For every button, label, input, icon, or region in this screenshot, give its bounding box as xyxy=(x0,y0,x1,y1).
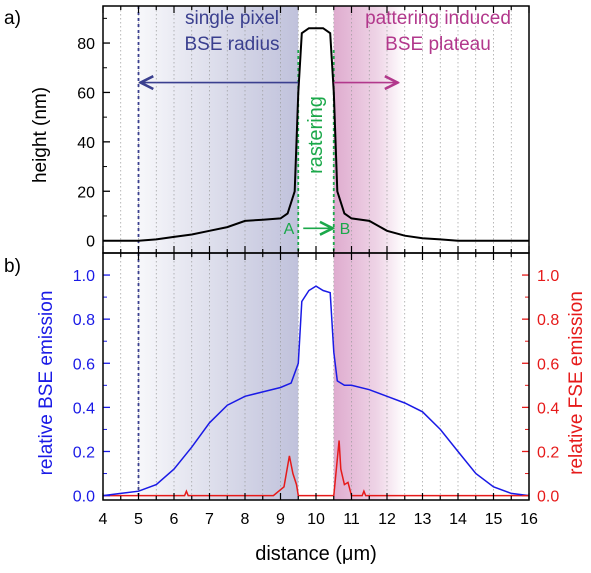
x-tick-label: 10 xyxy=(307,511,325,528)
x-tick-label: 7 xyxy=(205,511,214,528)
bse-radius-region-b xyxy=(138,253,299,500)
x-tick-label: 12 xyxy=(378,511,396,528)
height-profile-line xyxy=(103,27,529,242)
y-tick-label-left: 0.0 xyxy=(73,489,95,506)
y-tick-label-right: 0.4 xyxy=(537,400,559,417)
vertical-grid-b xyxy=(120,253,512,500)
rastering-label: rastering xyxy=(305,96,327,174)
vertical-grid xyxy=(120,6,512,253)
y-tick-label-right: 0.2 xyxy=(537,444,559,461)
y-axis-label-right: relative FSE emission xyxy=(566,291,587,475)
y-tick-label: 60 xyxy=(77,85,95,102)
y-tick-label-right: 0.6 xyxy=(537,356,559,373)
x-tick-label: 16 xyxy=(520,511,538,528)
left-region-label-1: single pixel xyxy=(185,8,279,29)
fse-emission-line xyxy=(103,440,529,497)
y-tick-label: 20 xyxy=(77,184,95,201)
x-axis-ticks-b: 4 5 6 7 8 9 10 11 12 13 14 15 16 xyxy=(99,253,538,528)
y-tick-label-left: 0.8 xyxy=(73,312,95,329)
y-tick-label-right: 0.0 xyxy=(537,489,559,506)
y-axis-label-left: relative BSE emission xyxy=(36,291,57,476)
bse-emission-line xyxy=(102,285,530,497)
x-tick-label: 9 xyxy=(276,511,285,528)
point-a-label: A xyxy=(284,221,295,238)
y-tick-label-left: 0.6 xyxy=(73,356,95,373)
x-axis-label: distance (μm) xyxy=(255,543,377,565)
x-tick-label: 13 xyxy=(414,511,432,528)
y-tick-label: 40 xyxy=(77,135,95,152)
y-tick-label-right: 0.8 xyxy=(537,312,559,329)
right-region-label-1: pattering induced xyxy=(365,8,511,29)
left-region-label-2: BSE radius xyxy=(184,34,279,55)
bse-radius-region xyxy=(138,6,299,253)
x-tick-label: 6 xyxy=(170,511,179,528)
y-axis-ticks-right: 0.0 0.2 0.4 0.6 0.8 1.0 xyxy=(522,268,559,506)
y-tick-label-left: 0.4 xyxy=(73,400,95,417)
y-tick-label-right: 1.0 xyxy=(537,268,559,285)
right-region-label-2: BSE plateau xyxy=(385,34,491,55)
y-axis-ticks-left: 0.0 0.2 0.4 0.6 0.8 1.0 xyxy=(73,268,110,506)
x-tick-label: 5 xyxy=(134,511,143,528)
point-b-label: B xyxy=(340,221,351,238)
panel-a-label: a) xyxy=(4,8,21,29)
x-tick-label: 11 xyxy=(343,511,360,528)
y-tick-label-left: 0.2 xyxy=(73,444,95,461)
panel-b: 0.0 0.2 0.4 0.6 0.8 1.0 0.0 0.2 0.4 0.6 0.8 1.0 4 5… xyxy=(4,252,587,565)
y-tick-label: 80 xyxy=(77,36,95,53)
y-axis-ticks: 0 20 40 60 80 xyxy=(77,17,110,251)
x-tick-label: 8 xyxy=(241,511,250,528)
panel-b-label: b) xyxy=(4,256,21,277)
y-tick-label: 0 xyxy=(86,234,95,251)
x-tick-label: 14 xyxy=(449,511,467,528)
plot-frame-b xyxy=(102,252,530,501)
y-tick-label-left: 1.0 xyxy=(73,268,95,285)
x-tick-label: 4 xyxy=(99,511,108,528)
panel-a: 0 20 40 60 80 single pixel BSE radius patter… xyxy=(4,5,530,254)
y-axis-label-a: height (nm) xyxy=(30,87,51,183)
x-tick-label: 15 xyxy=(485,511,503,528)
